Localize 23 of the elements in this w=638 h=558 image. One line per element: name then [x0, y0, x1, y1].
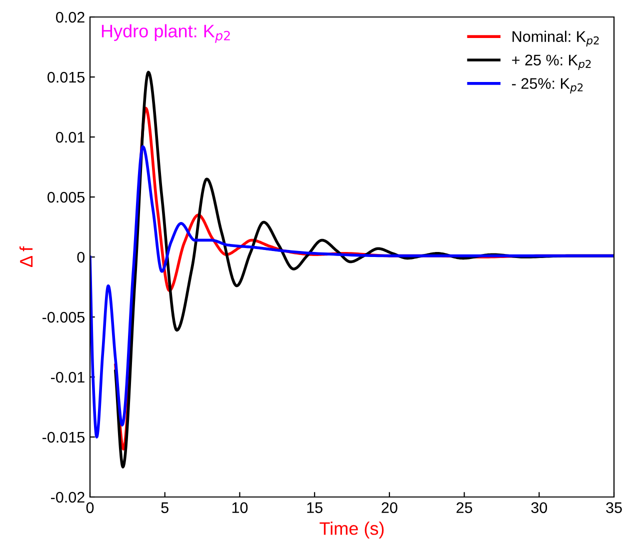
y-tick-label: 0: [77, 252, 85, 263]
y-tick-label: -0.005: [42, 312, 85, 323]
x-tick-label: 5: [161, 502, 168, 514]
x-axis-title: Time (s): [320, 522, 384, 538]
y-tick-label: -0.01: [51, 372, 84, 383]
chart-title: Hydro plant: K$_{p2}$: [102, 24, 230, 43]
legend-label: Nominal: K$_{p2}$: [512, 30, 599, 47]
x-tick-label: 15: [307, 502, 322, 514]
y-tick-label: 0.005: [48, 192, 84, 203]
y-tick-label: 0.01: [56, 132, 84, 143]
x-tick-label: 25: [456, 502, 472, 514]
y-tick-label: -0.02: [51, 492, 84, 503]
x-tick-label: 30: [531, 502, 548, 514]
y-tick-label: 0.02: [56, 12, 84, 23]
y-axis-title: Δ f: [19, 246, 33, 268]
x-tick-label: 20: [382, 502, 398, 514]
y-tick-label: 0.015: [48, 72, 84, 83]
x-tick-label: 0: [86, 502, 94, 514]
y-tick-label: -0.015: [42, 432, 85, 443]
legend-label: - 25%: K$_{p2}$: [512, 78, 583, 94]
legend-label: + 25 %: K$_{p2}$: [512, 54, 591, 70]
x-tick-label: 10: [232, 502, 248, 514]
x-tick-label: 35: [606, 502, 622, 514]
